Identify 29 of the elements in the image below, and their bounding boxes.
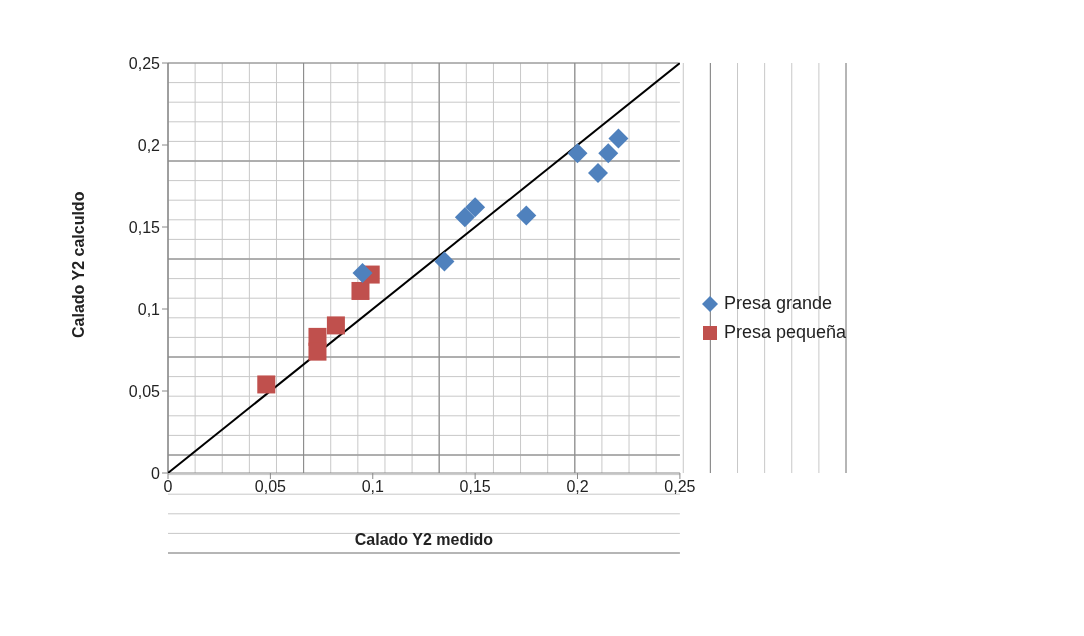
legend-label: Presa pequeña (723, 322, 846, 343)
point (326, 316, 345, 335)
x-tick-label: 0,05 (254, 478, 287, 496)
y-tick-label: 0,05 (128, 382, 161, 400)
x-tick-label: 0 (163, 478, 173, 496)
y-tick-label: 0,25 (128, 54, 161, 72)
y-axis-title: Calado Y2 calculdo (69, 191, 87, 338)
y-tick-label: 0,2 (137, 136, 161, 154)
y-tick-label: 0 (151, 464, 161, 482)
y-tick-label: 0,1 (137, 300, 161, 318)
x-tick-label: 0,25 (664, 478, 696, 496)
point (587, 162, 608, 183)
x-tick-label: 0,1 (361, 478, 384, 496)
x-tick-label: 0,15 (459, 478, 491, 496)
x-tick-label: 0,2 (566, 478, 589, 496)
point (598, 143, 619, 164)
legend-label: Presa grande (723, 293, 832, 314)
point (516, 205, 537, 226)
point (454, 207, 475, 228)
point (351, 281, 370, 300)
y-tick-label: 0,15 (128, 218, 161, 236)
point (352, 262, 373, 283)
point (434, 251, 455, 272)
point (567, 143, 588, 164)
x-axis-title: Calado Y2 medido (354, 531, 494, 548)
point (308, 342, 327, 361)
point (608, 128, 629, 149)
point (465, 197, 486, 218)
point (257, 375, 276, 394)
